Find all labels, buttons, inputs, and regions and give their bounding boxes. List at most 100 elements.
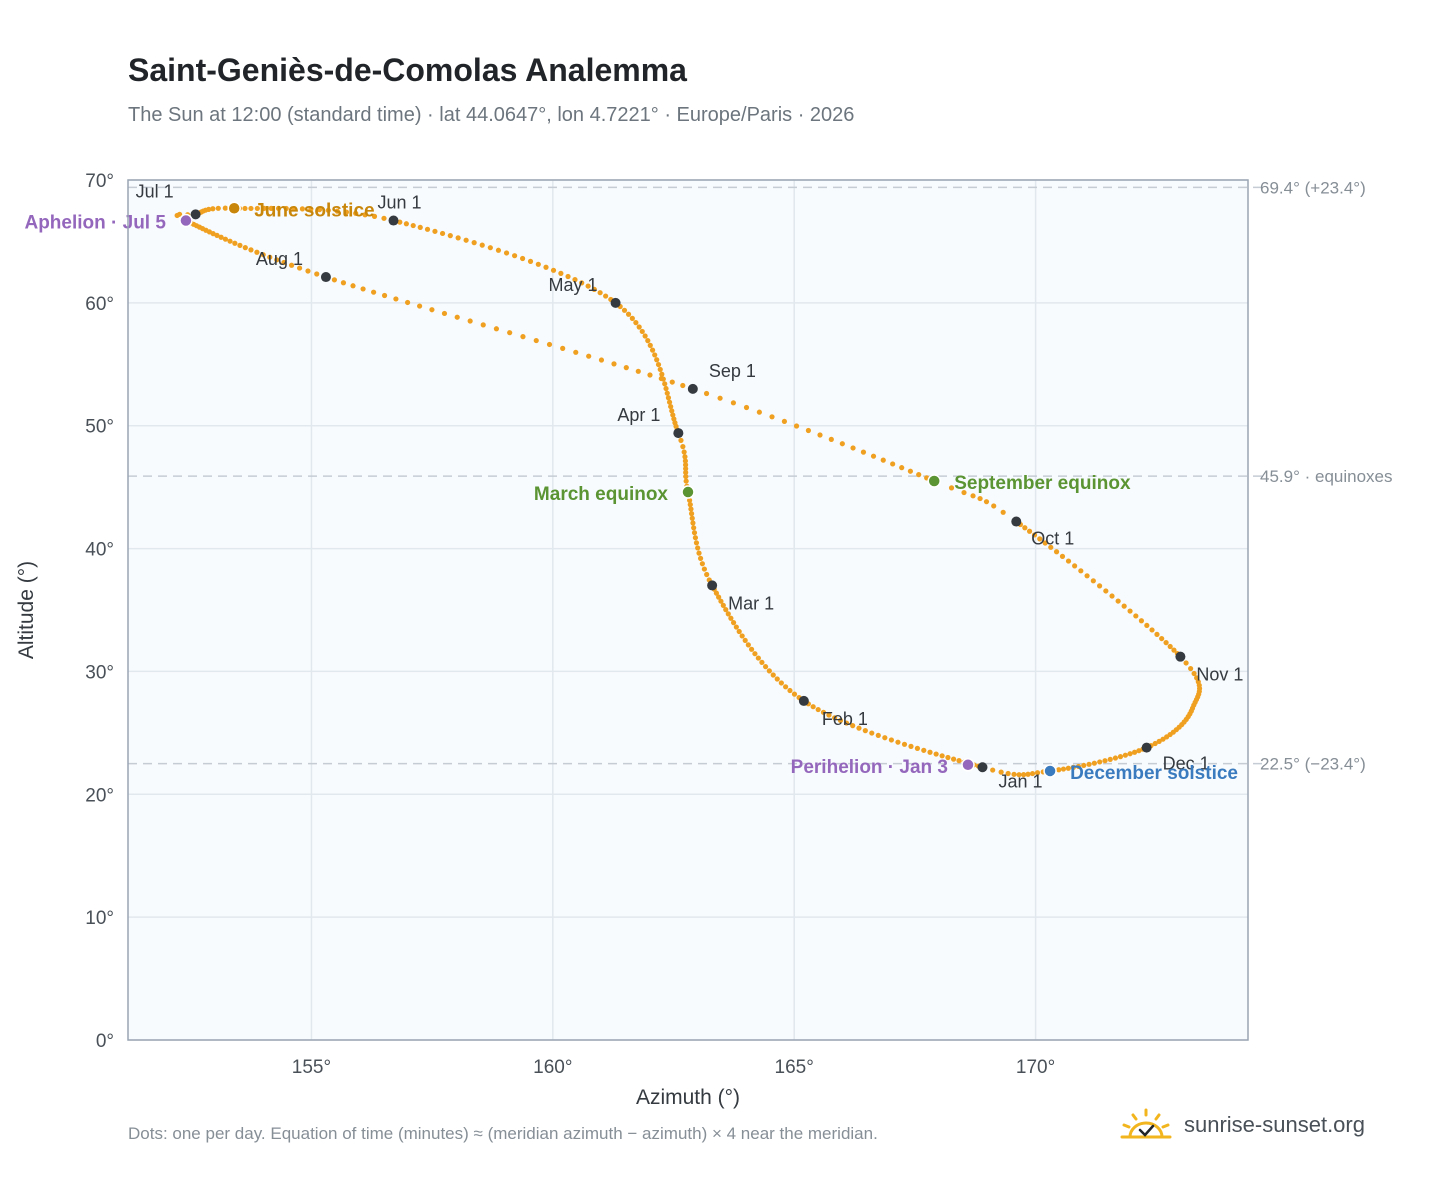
day-dot	[1091, 760, 1097, 766]
event-label: Aphelion · Jul 5	[24, 213, 166, 234]
day-dot	[1191, 670, 1197, 677]
day-dot	[752, 651, 758, 657]
day-dot	[759, 659, 765, 665]
reference-lines: 69.4° (+23.4°) 45.9° · equinoxes 22.5° (−2…	[128, 178, 1393, 774]
day-dot	[680, 382, 686, 389]
reference-line-label: 22.5° (−23.4°)	[1260, 755, 1366, 774]
day-dot	[611, 361, 617, 367]
day-dot	[1183, 660, 1189, 666]
day-dot	[839, 441, 845, 447]
day-dot	[550, 267, 557, 273]
day-dot	[1000, 509, 1006, 515]
day-dot	[503, 250, 510, 256]
day-dot	[869, 730, 875, 736]
day-dot	[1090, 578, 1096, 584]
day-dot	[805, 427, 812, 434]
day-dot	[546, 341, 553, 348]
day-dot	[663, 385, 669, 392]
month-marker	[320, 272, 331, 283]
day-dot	[670, 412, 676, 418]
month-marker	[610, 297, 621, 308]
day-dot	[697, 555, 704, 561]
day-dot	[862, 728, 868, 734]
day-dot	[227, 238, 233, 244]
day-dot	[718, 598, 724, 604]
month-marker-label: Jan 1	[998, 771, 1042, 791]
day-dot	[668, 403, 674, 410]
day-dot	[299, 206, 305, 212]
x-tick-label: 155°	[292, 1057, 331, 1078]
y-tick-label: 60°	[85, 294, 114, 315]
day-dot	[410, 222, 416, 229]
day-dot	[1171, 647, 1177, 653]
day-dot	[512, 253, 518, 259]
day-dot	[429, 307, 435, 313]
day-dot	[353, 210, 359, 216]
day-dot	[623, 365, 629, 371]
day-dot	[441, 310, 448, 317]
day-dot	[664, 390, 670, 396]
day-dot	[843, 720, 850, 726]
day-dot	[362, 212, 368, 218]
day-dot	[1022, 525, 1028, 531]
day-dot	[899, 465, 905, 471]
day-dot	[1005, 770, 1011, 777]
day-dot	[275, 205, 282, 212]
month-marker	[687, 383, 698, 394]
day-dot	[666, 399, 673, 405]
day-dot	[766, 668, 772, 674]
y-tick-label: 40°	[85, 540, 114, 561]
day-dot	[439, 230, 446, 237]
day-dot	[455, 235, 461, 241]
day-dot	[970, 493, 976, 499]
reference-line-label: 45.9° · equinoxes	[1260, 467, 1393, 486]
day-dot	[520, 334, 526, 340]
month-marker	[190, 209, 201, 220]
day-dot	[210, 206, 216, 212]
month-marker-label: Sep 1	[709, 361, 756, 381]
chart-title: Saint-Geniès-de-Comolas Analemma	[128, 52, 687, 88]
day-dot	[945, 754, 951, 761]
month-marker	[798, 695, 809, 706]
day-dot	[417, 303, 423, 309]
day-dot	[703, 390, 710, 397]
day-dot	[636, 324, 642, 330]
day-dot	[778, 680, 784, 686]
day-dot	[921, 747, 927, 753]
day-dot	[573, 349, 579, 355]
day-dot	[1133, 613, 1139, 619]
day-dot	[493, 326, 500, 332]
day-dot	[820, 709, 827, 715]
month-marker-label: Dec 1	[1163, 754, 1210, 774]
day-dot	[1127, 751, 1133, 757]
day-dot	[1188, 665, 1194, 672]
day-dot	[682, 458, 688, 464]
day-dot	[214, 232, 220, 238]
day-dot	[533, 337, 539, 344]
day-dot	[652, 352, 658, 358]
day-dot	[1163, 640, 1169, 646]
day-dot	[479, 242, 485, 248]
day-dot	[242, 205, 248, 212]
day-dot	[558, 270, 564, 276]
day-dot	[691, 530, 698, 536]
footnote: Dots: one per day. Equation of time (min…	[128, 1124, 878, 1143]
day-dot	[1167, 643, 1173, 650]
day-dot	[404, 299, 411, 306]
day-dot	[895, 739, 901, 745]
month-marker-label: Apr 1	[617, 405, 660, 425]
day-dot	[639, 328, 645, 335]
month-marker-label: Oct 1	[1031, 529, 1074, 549]
day-dot	[742, 637, 748, 644]
day-dot	[1060, 766, 1067, 772]
day-dot	[713, 590, 720, 596]
day-dot	[308, 206, 314, 212]
day-dot	[654, 357, 660, 363]
day-dot	[527, 258, 534, 264]
day-dot	[1096, 583, 1103, 589]
reference-line-label: 69.4° (+23.4°)	[1260, 178, 1366, 197]
brand[interactable]: sunrise-sunset.org	[1120, 1100, 1365, 1150]
day-dot	[745, 642, 751, 648]
day-dot	[793, 423, 800, 429]
day-dot	[629, 315, 635, 321]
